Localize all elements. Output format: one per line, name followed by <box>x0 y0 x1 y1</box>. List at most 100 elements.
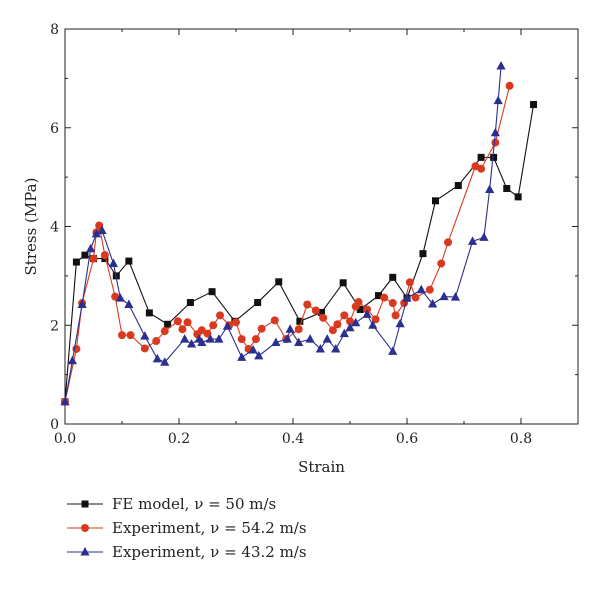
data-point-triangle <box>467 236 478 245</box>
data-point-triangle <box>115 293 125 302</box>
y-tick-label: 2 <box>50 318 59 334</box>
data-point-triangle <box>485 184 495 193</box>
data-point-triangle <box>186 339 197 348</box>
data-point-square <box>145 309 153 317</box>
legend-item: FE model, ν = 50 m/s <box>67 495 276 513</box>
data-point-triangle <box>77 299 87 309</box>
data-point-circle <box>303 300 312 309</box>
data-point-circle <box>491 138 500 147</box>
y-tick-label: 4 <box>50 220 59 236</box>
data-point-triangle <box>97 225 107 234</box>
data-point-circle <box>140 344 149 353</box>
data-point-triangle <box>479 232 489 241</box>
data-point-circle <box>477 164 486 173</box>
data-point-triangle <box>331 343 341 353</box>
legend-marker <box>80 547 90 556</box>
data-point-circle <box>380 293 389 302</box>
data-point-circle <box>216 311 225 320</box>
x-tick-label: 0.8 <box>510 431 532 447</box>
x-tick-label: 0.2 <box>168 431 190 447</box>
data-point-triangle <box>152 353 162 363</box>
data-point-circle <box>126 331 135 340</box>
data-point-triangle <box>285 324 295 333</box>
data-point-triangle <box>271 337 281 347</box>
data-point-circle <box>388 299 397 308</box>
data-point-triangle <box>416 284 426 294</box>
data-point-circle <box>437 259 446 268</box>
data-point-triangle <box>395 318 405 328</box>
data-point-triangle <box>197 337 207 347</box>
data-point-square <box>490 153 498 161</box>
data-point-circle <box>391 311 400 320</box>
data-point-square <box>375 292 382 300</box>
legend-label: FE model, ν = 50 m/s <box>112 495 276 513</box>
data-point-triangle <box>339 328 349 338</box>
legend-marker <box>81 500 89 508</box>
data-point-triangle <box>237 352 247 361</box>
data-point-circle <box>505 81 514 90</box>
data-point-triangle <box>388 346 398 355</box>
data-point-circle <box>444 238 453 247</box>
data-point-square <box>208 288 216 296</box>
data-point-triangle <box>180 334 190 343</box>
data-point-circle <box>311 306 320 315</box>
data-point-circle <box>346 317 354 326</box>
data-point-square <box>275 278 283 286</box>
data-point-square <box>254 299 262 307</box>
data-point-circle <box>257 324 266 333</box>
data-point-circle <box>209 321 218 330</box>
data-point-triangle <box>91 228 101 238</box>
data-point-square <box>186 299 194 307</box>
data-point-circle <box>118 331 126 340</box>
legend-label: Experiment, ν = 54.2 m/s <box>112 519 307 537</box>
data-point-circle <box>425 285 434 294</box>
data-point-circle <box>203 329 212 338</box>
data-point-triangle <box>490 127 500 137</box>
data-point-square <box>530 101 538 109</box>
data-point-triangle <box>351 317 361 327</box>
data-point-circle <box>270 316 279 325</box>
data-point-triangle <box>248 344 258 354</box>
data-point-square <box>339 279 347 287</box>
data-point-circle <box>173 317 182 326</box>
data-point-triangle <box>282 334 292 343</box>
data-point-triangle <box>160 357 170 366</box>
data-point-square <box>125 257 133 265</box>
data-point-triangle <box>222 321 233 330</box>
y-tick-label: 0 <box>50 417 59 433</box>
data-point-triangle <box>496 61 506 70</box>
legend-marker <box>81 524 89 532</box>
data-point-triangle <box>254 350 264 360</box>
data-point-circle <box>405 278 414 287</box>
data-point-circle <box>411 293 420 302</box>
data-point-square <box>389 273 397 281</box>
plot-frame <box>64 28 579 425</box>
data-point-square <box>356 305 364 313</box>
data-point-triangle <box>108 258 119 268</box>
data-point-triangle <box>305 334 315 343</box>
data-point-square <box>514 193 522 201</box>
data-point-triangle <box>214 334 224 343</box>
data-point-circle <box>232 318 240 327</box>
data-point-circle <box>294 325 303 334</box>
data-point-circle <box>100 251 109 260</box>
x-tick-label: 0.4 <box>282 431 304 447</box>
legend-item: Experiment, ν = 43.2 m/s <box>67 543 307 561</box>
x-tick-label: 0.6 <box>396 431 418 447</box>
data-point-square <box>81 251 89 259</box>
series-circle <box>61 81 514 406</box>
series-line <box>64 104 535 402</box>
y-axis-label: Stress (MPa) <box>22 178 40 276</box>
legend-item: Experiment, ν = 54.2 m/s <box>67 519 307 537</box>
data-point-triangle <box>86 243 96 253</box>
data-point-triangle <box>439 291 449 301</box>
data-point-triangle <box>362 309 372 318</box>
data-point-triangle <box>205 334 215 343</box>
data-point-circle <box>160 327 169 336</box>
x-tick-label: 0.0 <box>54 431 76 447</box>
data-point-square <box>477 153 485 161</box>
data-point-square <box>72 258 80 266</box>
data-point-square <box>454 182 462 190</box>
series-line <box>64 65 502 402</box>
